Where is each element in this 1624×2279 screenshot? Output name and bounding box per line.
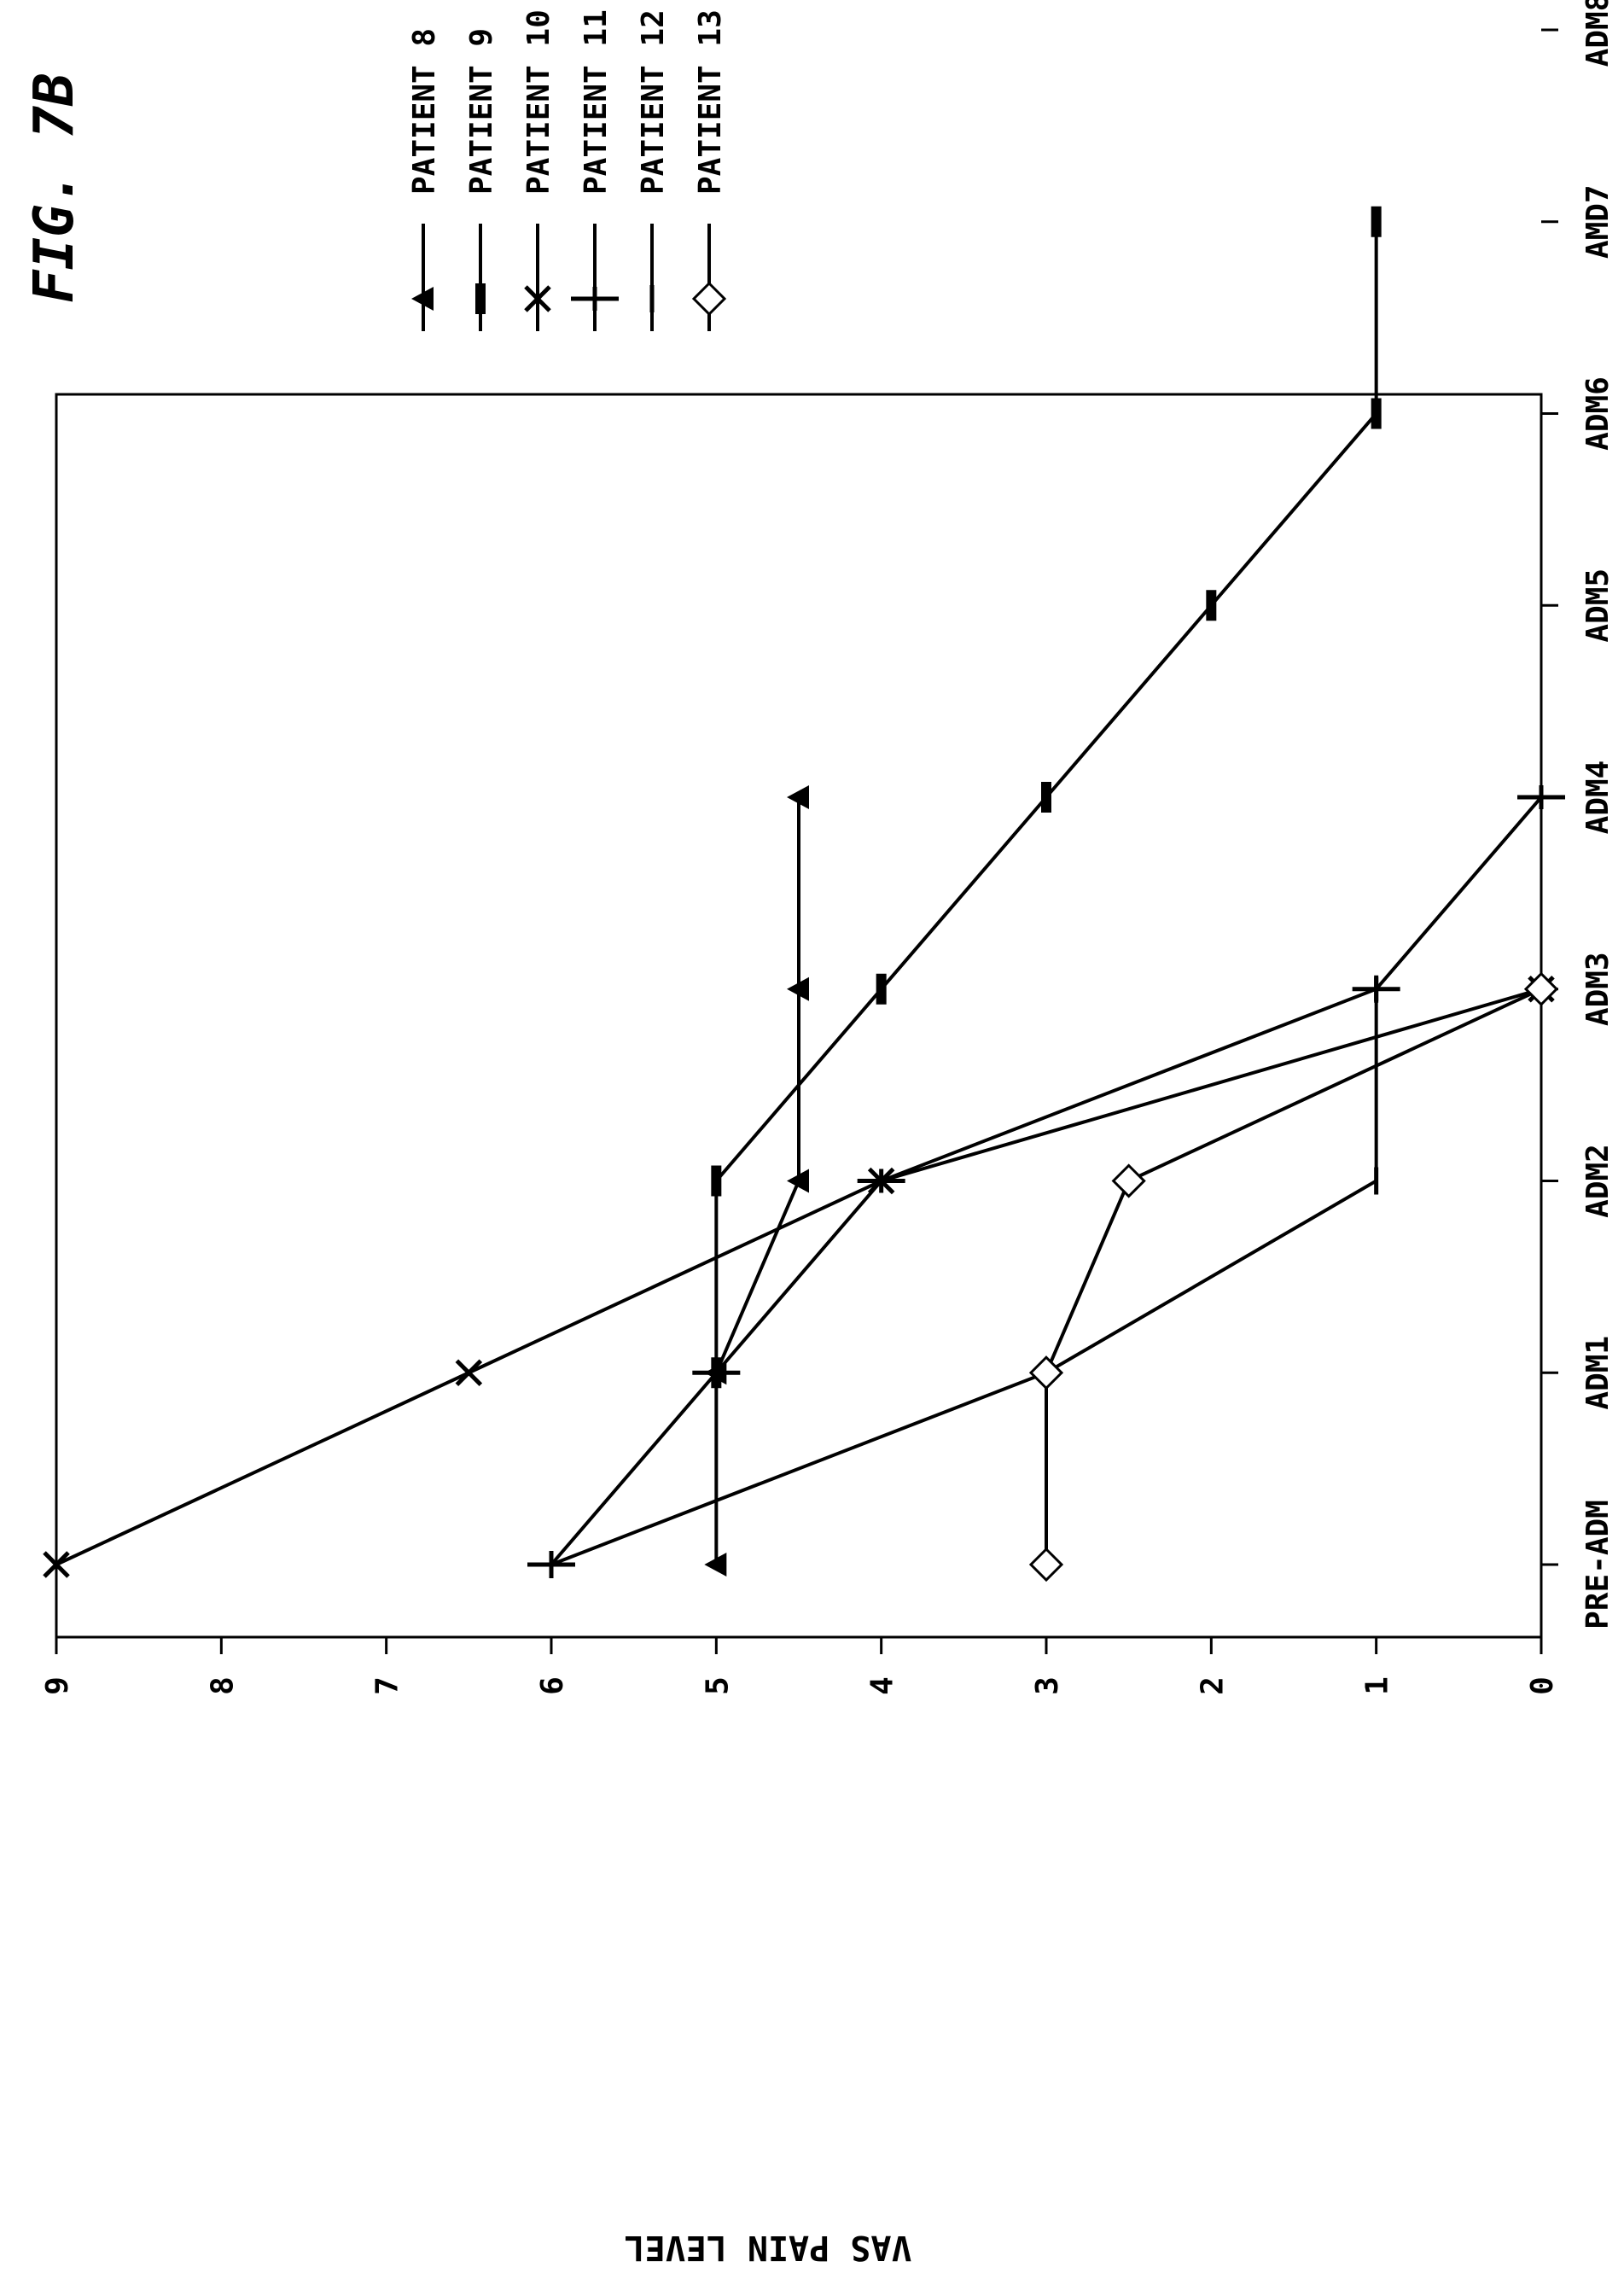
- category-tick-label: ADM8: [1580, 0, 1615, 67]
- series-line: [55, 987, 1542, 1566]
- legend-label: PATIENT 11: [579, 9, 614, 195]
- value-tick-label: 4: [865, 1676, 900, 1695]
- data-point: [43, 1551, 70, 1578]
- series-line: [714, 797, 800, 1565]
- category-tick-label: ADM6: [1580, 376, 1615, 451]
- category-tick-label: ADM4: [1580, 761, 1615, 835]
- category-tick-label: ADM2: [1580, 1144, 1615, 1218]
- legend-marker: [475, 283, 486, 314]
- series-patient-13: [1028, 971, 1559, 1582]
- value-tick-label: 6: [535, 1676, 570, 1695]
- data-point: [455, 1359, 483, 1387]
- data-point: [1028, 1547, 1064, 1582]
- series-patient-9: [711, 206, 1382, 1389]
- legend-label: PATIENT 9: [464, 28, 499, 195]
- legend-marker: [571, 287, 619, 311]
- legend-label: PATIENT 10: [521, 9, 556, 195]
- data-point: [704, 1553, 727, 1577]
- legend-entry: PATIENT 8: [407, 28, 442, 331]
- legend-label: PATIENT 12: [636, 9, 671, 195]
- value-tick-label: 8: [205, 1676, 240, 1695]
- data-point: [1041, 782, 1051, 813]
- value-axis-ticks: 0 1 2 3 4 5 6 7 8 9: [40, 1637, 1560, 1695]
- legend-entry: PATIENT 13: [691, 9, 728, 331]
- data-point: [1206, 590, 1217, 621]
- category-tick-label: PRE-ADM: [1580, 1500, 1615, 1629]
- legend-label: PATIENT 13: [693, 9, 728, 195]
- legend-label: PATIENT 8: [407, 28, 442, 195]
- legend-marker: [524, 285, 551, 312]
- data-point: [1028, 1355, 1064, 1390]
- value-tick-label: 9: [40, 1676, 75, 1695]
- category-axis-ticks: PRE-ADM ADM1 ADM2 ADM3 ADM4 ADM5 ADM6 AMD7 ADM8: [1541, 0, 1615, 1629]
- data-point: [1523, 971, 1559, 1006]
- legend-marker: [691, 281, 727, 317]
- value-tick-label: 3: [1030, 1676, 1065, 1695]
- category-tick-label: AMD7: [1580, 184, 1615, 259]
- legend: PATIENT 8 PATIENT 9 PATIENT 10 PATIENT 11 PA…: [407, 9, 728, 331]
- y-axis-label: VAS PAIN LEVEL: [624, 2228, 911, 2267]
- data-point: [692, 1361, 741, 1385]
- category-tick-label: ADM1: [1580, 1336, 1615, 1410]
- legend-entry: PATIENT 9: [464, 28, 499, 331]
- value-tick-label: 1: [1360, 1676, 1395, 1695]
- plot-frame: [55, 393, 1543, 1639]
- data-point: [1371, 206, 1382, 237]
- data-point: [711, 1165, 722, 1197]
- legend-entry: PATIENT 11: [571, 9, 619, 331]
- legend-marker: [411, 287, 434, 311]
- figure-title: FIG. 7B: [23, 73, 86, 303]
- series-layer: [43, 206, 1565, 1582]
- data-point: [1517, 785, 1565, 809]
- data-point: [876, 973, 887, 1005]
- data-point: [1111, 1163, 1146, 1198]
- data-point: [787, 1169, 809, 1193]
- legend-entry: PATIENT 12: [636, 9, 671, 331]
- value-tick-label: 2: [1195, 1676, 1230, 1695]
- series-line: [550, 988, 1378, 1566]
- value-tick-label: 0: [1525, 1676, 1560, 1695]
- series-line: [1045, 987, 1542, 1565]
- legend-entry: PATIENT 10: [521, 9, 556, 331]
- data-point: [787, 976, 809, 1001]
- category-tick-label: ADM5: [1580, 568, 1615, 643]
- data-point: [787, 785, 809, 809]
- category-tick-label: ADM3: [1580, 952, 1615, 1026]
- data-point: [1371, 398, 1382, 429]
- value-tick-label: 5: [700, 1676, 735, 1695]
- data-point: [857, 1169, 905, 1193]
- value-tick-label: 7: [370, 1676, 405, 1695]
